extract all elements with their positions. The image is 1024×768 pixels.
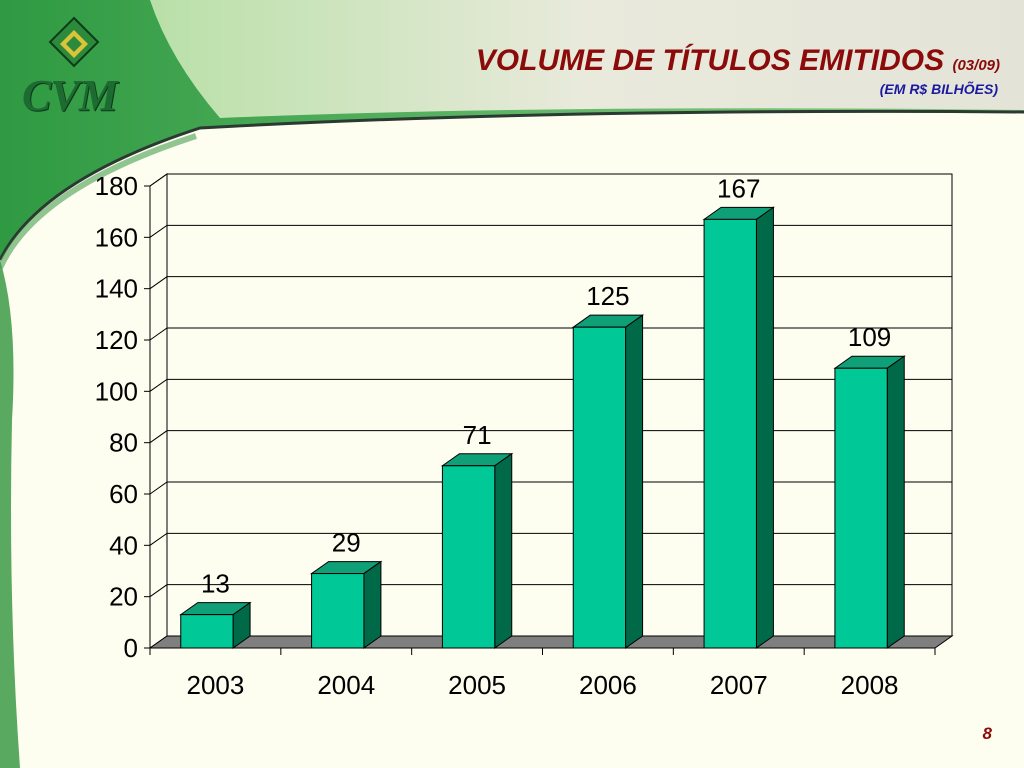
x-tick-label: 2006 [579, 670, 637, 700]
bar-front [441, 465, 496, 649]
bar-side [625, 314, 644, 649]
page-number: 8 [982, 724, 992, 743]
page-title: VOLUME DE TÍTULOS EMITIDOS (03/09) [475, 44, 1000, 77]
bar [833, 355, 906, 649]
chart-bars [179, 206, 906, 649]
data-label: 71 [463, 420, 492, 450]
gridline [149, 224, 952, 238]
back-wall [166, 173, 953, 637]
gridline [149, 584, 952, 598]
bar-side [494, 452, 513, 649]
y-tick-label: 140 [95, 274, 138, 304]
y-tick-label: 0 [124, 633, 138, 663]
bar-front [311, 573, 365, 649]
gridline [149, 327, 952, 341]
bar [440, 452, 514, 649]
y-tick-label: 40 [109, 530, 138, 560]
page-subtitle: (EM R$ BILHÕES) [879, 81, 998, 97]
y-tick-label: 20 [109, 582, 138, 612]
logo-text: CVM [22, 71, 118, 120]
cvm-logo-icon [48, 16, 100, 68]
bar [702, 206, 775, 649]
data-labels: 13 29 71 125 167 109 [201, 173, 891, 598]
bar-front [180, 614, 234, 649]
chart-walls [148, 173, 954, 649]
bar [310, 560, 383, 649]
y-tick-label: 60 [109, 479, 138, 509]
data-label: 125 [586, 281, 629, 311]
data-label: 29 [332, 528, 361, 558]
gridline [149, 481, 952, 495]
floor [148, 635, 954, 649]
bar-front [834, 367, 888, 649]
gridline [149, 276, 952, 290]
bar-side [886, 355, 905, 649]
data-label: 109 [848, 322, 891, 352]
title-date: (03/09) [952, 57, 1000, 74]
side-wall [149, 173, 168, 649]
bar-front [572, 326, 627, 649]
y-tick-label: 100 [95, 376, 138, 406]
data-label: 13 [201, 569, 230, 599]
gridline [149, 430, 952, 444]
y-tick-label: 160 [95, 222, 138, 252]
bar-front [703, 218, 757, 649]
x-tick-label: 2003 [186, 670, 244, 700]
x-tick-label: 2008 [841, 670, 899, 700]
x-tick-label: 2007 [710, 670, 768, 700]
y-tick-label: 80 [109, 428, 138, 458]
x-tick-label: 2005 [448, 670, 506, 700]
gridline [149, 173, 952, 187]
bar [179, 601, 252, 649]
gridline [149, 378, 952, 392]
data-label: 167 [717, 173, 760, 203]
bar [571, 314, 645, 649]
y-tick-label: 180 [95, 171, 138, 201]
y-tick-label: 120 [95, 325, 138, 355]
x-tick-label: 2004 [317, 670, 375, 700]
gridline [149, 532, 952, 546]
bar-side [363, 560, 382, 649]
bar-side [755, 206, 774, 649]
x-axis-ticks: 2003 2004 2005 2006 2007 2008 [149, 648, 936, 700]
chart-gridlines [149, 173, 952, 598]
